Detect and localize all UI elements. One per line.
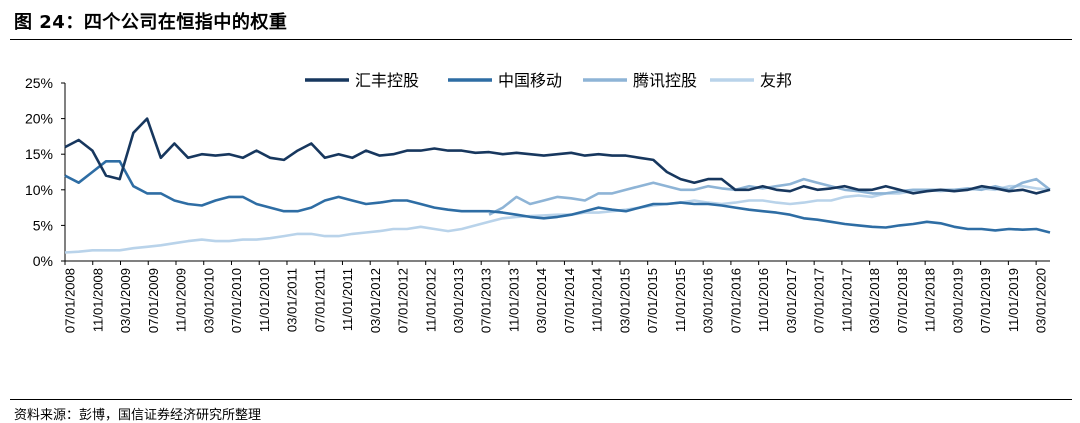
x-tick-label: 07/01/2014	[562, 268, 577, 333]
x-tick-label: 07/01/2016	[728, 268, 743, 333]
y-tick-label: 20%	[25, 111, 53, 127]
x-tick-label: 07/01/2018	[895, 268, 910, 333]
x-tick-label: 03/01/2009	[118, 268, 133, 333]
line-chart: 0% 5% 10% 15% 20% 25% 07/01/2008 11/01/2008 03/…	[25, 71, 1051, 333]
x-tick-label: 11/01/2010	[257, 268, 272, 332]
y-tick-label: 0%	[33, 253, 53, 269]
y-tick-label: 25%	[25, 75, 53, 91]
x-tick-label: 07/01/2008	[63, 268, 78, 333]
chart-title: 图 24：四个公司在恒指中的权重	[14, 12, 288, 33]
y-tick-label: 5%	[33, 217, 53, 233]
source-divider	[10, 399, 1072, 400]
series-line-1	[64, 117, 1051, 195]
x-tick-label: 07/01/2015	[645, 268, 660, 333]
x-tick-label: 07/01/2019	[978, 268, 993, 333]
x-tick-label: 11/01/2016	[756, 268, 771, 332]
x-tick-label: 03/01/2012	[368, 268, 383, 333]
y-tick-label: 10%	[25, 182, 53, 198]
x-tick-label: 07/01/2011	[312, 268, 327, 332]
legend-label: 腾讯控股	[633, 71, 697, 90]
x-tick-label: 03/01/2010	[201, 268, 216, 333]
x-axis: 07/01/2008 11/01/2008 03/01/2009 07/01/2009…	[63, 260, 1050, 333]
series-lines	[64, 117, 1051, 254]
x-tick-label: 11/01/2013	[506, 268, 521, 332]
x-tick-label: 03/01/2018	[867, 268, 882, 333]
x-tick-label: 03/01/2020	[1034, 268, 1049, 333]
series-line-2	[64, 160, 1051, 234]
y-tick-label: 15%	[25, 146, 53, 162]
x-tick-label: 03/01/2011	[285, 268, 300, 332]
x-tick-label: 11/01/2018	[923, 268, 938, 332]
x-tick-label: 03/01/2017	[784, 268, 799, 333]
x-tick-label: 03/01/2014	[534, 268, 549, 333]
source-note: 资料来源：彭博，国信证券经济研究所整理	[14, 408, 262, 423]
x-tick-label: 11/01/2011	[340, 268, 355, 331]
x-tick-label: 07/01/2013	[479, 268, 494, 333]
x-tick-label: 11/01/2012	[423, 268, 438, 332]
x-tick-label: 07/01/2012	[396, 268, 411, 333]
x-tick-label: 11/01/2019	[1006, 268, 1021, 332]
legend: 汇丰控股 中国移动 腾讯控股 友邦	[305, 71, 792, 90]
x-tick-label: 11/01/2009	[174, 268, 189, 332]
x-tick-label: 11/01/2014	[590, 268, 605, 332]
y-axis: 0% 5% 10% 15% 20% 25%	[25, 75, 66, 269]
x-tick-label: 03/01/2016	[701, 268, 716, 333]
legend-label: 中国移动	[498, 71, 562, 90]
legend-label: 汇丰控股	[355, 71, 419, 90]
x-tick-label: 11/01/2015	[673, 268, 688, 332]
x-tick-label: 03/01/2015	[617, 268, 632, 333]
legend-label: 友邦	[760, 71, 792, 90]
title-divider	[10, 39, 1072, 40]
x-tick-label: 11/01/2008	[90, 268, 105, 332]
x-tick-label: 07/01/2010	[229, 268, 244, 333]
x-tick-label: 03/01/2013	[451, 268, 466, 333]
series-line-3	[488, 177, 1051, 216]
x-tick-label: 03/01/2019	[950, 268, 965, 333]
x-tick-label: 07/01/2017	[812, 268, 827, 333]
x-tick-label: 07/01/2009	[146, 268, 161, 333]
x-tick-label: 11/01/2017	[839, 268, 854, 332]
